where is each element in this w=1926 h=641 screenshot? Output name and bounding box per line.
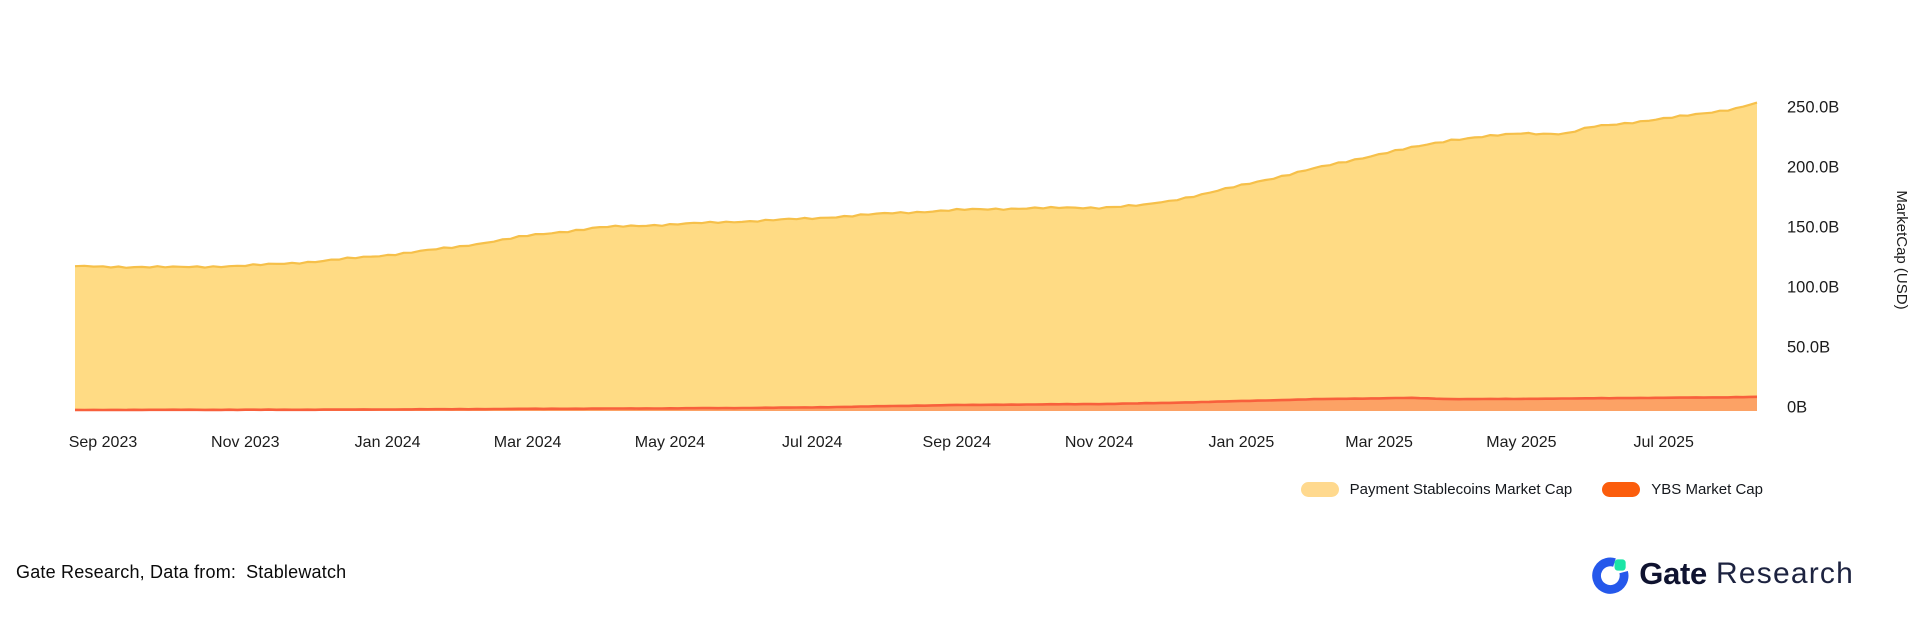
x-axis-tick-label: Mar 2025 (1345, 434, 1413, 451)
x-axis-tick-label: Nov 2023 (211, 434, 280, 451)
x-axis-tick-label: Mar 2024 (494, 434, 562, 451)
source-attribution: Gate Research, Data from: Stablewatch (16, 562, 346, 583)
y-axis-tick-label: 0B (1787, 399, 1807, 417)
research-wordmark: Research (1716, 557, 1854, 590)
y-axis-tick-label: 150.0B (1787, 219, 1839, 237)
x-axis-tick-label: May 2025 (1486, 434, 1556, 451)
gate-research-logo: Gate Research (1592, 554, 1854, 594)
x-axis-tick-label: Nov 2024 (1065, 434, 1134, 451)
y-axis-tick-label: 200.0B (1787, 159, 1839, 177)
legend-item-payment-stablecoins: Payment Stablecoins Market Cap (1300, 481, 1573, 498)
x-axis-tick-label: Jul 2024 (782, 434, 843, 451)
chart-legend: Payment Stablecoins Market Cap YBS Marke… (1300, 481, 1763, 498)
gate-wordmark: Gate (1639, 556, 1707, 591)
gate-logo-icon (1592, 557, 1629, 594)
y-axis-title: MarketCap (USD) (1893, 190, 1910, 309)
payment-stablecoins-area (75, 102, 1757, 411)
legend-label-payment-stablecoins: Payment Stablecoins Market Cap (1349, 481, 1573, 498)
legend-label-ybs: YBS Market Cap (1651, 481, 1763, 498)
ybs-area (75, 396, 1757, 411)
payment-stablecoins-line (74, 101, 1758, 269)
source-prefix: Gate Research, Data from: (16, 562, 237, 582)
x-axis-tick-label: Jan 2025 (1208, 434, 1274, 451)
legend-item-ybs: YBS Market Cap (1602, 481, 1763, 498)
x-axis-tick-label: Jul 2025 (1633, 434, 1694, 451)
x-axis-tick-label: Sep 2024 (923, 434, 992, 451)
legend-swatch-ybs-icon (1602, 482, 1641, 497)
y-axis-tick-label: 250.0B (1787, 99, 1839, 117)
legend-swatch-payment-stablecoins-icon (1300, 482, 1339, 497)
ybs-line (74, 395, 1758, 412)
x-axis-tick-label: Sep 2023 (69, 434, 138, 451)
y-axis-tick-label: 50.0B (1787, 339, 1830, 357)
source-name: Stablewatch (246, 562, 347, 582)
x-axis-tick-label: Jan 2024 (355, 434, 421, 451)
x-axis-tick-label: May 2024 (635, 434, 705, 451)
y-axis-tick-label: 100.0B (1787, 279, 1839, 297)
